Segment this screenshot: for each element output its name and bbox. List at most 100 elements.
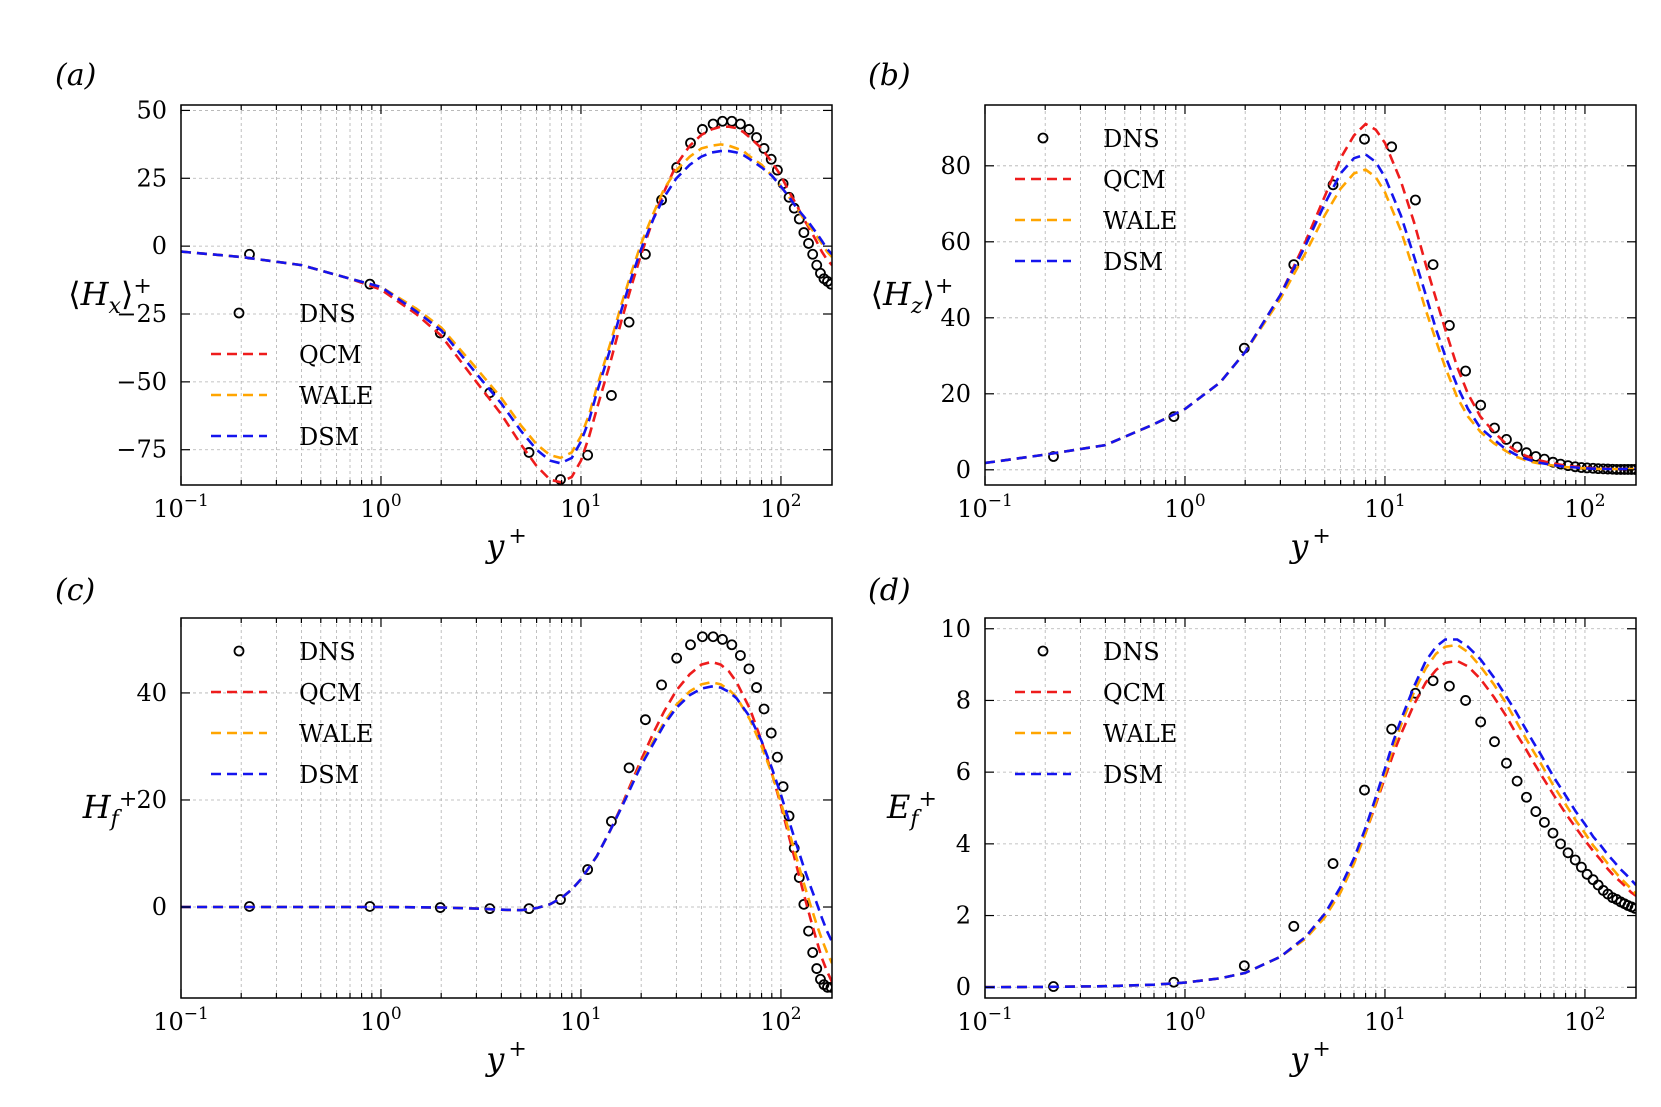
panel-b: (b) 10−1 100 101 102 0 20 40 60 80 y + ⟨Hz⟩+ DNS QCM W… [868, 58, 1637, 565]
data-point-dns [1410, 194, 1421, 206]
y-tick-label: 40 [940, 304, 971, 332]
legend-label: QCM [1103, 166, 1166, 194]
x-axis-label: y + [1288, 1037, 1331, 1078]
legend-label: DSM [299, 761, 359, 789]
x-axis-label: y + [484, 1037, 527, 1078]
y-tick-label: 0 [152, 893, 167, 921]
data-point-dns [1562, 847, 1574, 859]
plot-frame [180, 104, 833, 486]
legend-marker-dns [233, 645, 245, 657]
data-point-dns [1489, 736, 1500, 748]
legend-label: DNS [1103, 638, 1160, 666]
plot-area [985, 122, 1636, 475]
x-tick-label: 101 [560, 1004, 601, 1036]
x-tick-label: 100 [1164, 1004, 1205, 1036]
y-tick-label: 60 [940, 228, 971, 256]
legend-label: QCM [299, 679, 362, 707]
y-tick-label: 40 [136, 679, 167, 707]
grid [984, 618, 1636, 998]
legend-marker-dns [1037, 132, 1049, 144]
grid [180, 105, 832, 485]
data-point-dns [825, 278, 832, 290]
y-tick-label: −75 [116, 436, 167, 464]
data-point-dns [582, 449, 594, 461]
data-point-dns [1521, 791, 1532, 803]
data-point-dns [1511, 775, 1523, 787]
x-tick-label: 102 [760, 491, 801, 523]
y-axis-label: ⟨Hz⟩+ [871, 274, 954, 319]
data-point-dns [656, 679, 667, 691]
data-point-dns [811, 963, 823, 974]
data-point-dns [1592, 879, 1604, 891]
data-point-dns [717, 115, 728, 127]
data-point-dns [606, 815, 617, 827]
data-point-dns [751, 132, 762, 143]
data-point-dns [1581, 868, 1593, 880]
legend-label: DSM [1103, 761, 1163, 789]
x-tick-label: 102 [760, 1004, 801, 1036]
ticks [984, 618, 1636, 998]
data-point-dns [777, 781, 789, 792]
data-point-dns [735, 118, 746, 130]
data-point-dns [735, 650, 746, 661]
data-point-dns [671, 652, 683, 664]
series-line-dsm [985, 638, 1636, 989]
data-point-dns [1539, 816, 1550, 828]
data-point-dns [798, 898, 810, 910]
legend-label: QCM [299, 341, 362, 369]
x-tick-label: 10−1 [153, 1004, 209, 1036]
series-line-qcm [181, 660, 832, 983]
grid [180, 618, 832, 998]
ticks [180, 618, 832, 998]
data-point-dns [1629, 902, 1636, 914]
data-point-dns [623, 316, 635, 328]
panel-label: (c) [55, 573, 95, 608]
y-axis-label: Hf+ [82, 787, 138, 832]
data-point-dns [825, 981, 832, 993]
data-point-dns [555, 474, 566, 485]
data-point-dns [697, 124, 708, 135]
y-tick-label: 20 [136, 786, 167, 814]
series-line-wale [985, 168, 1636, 471]
legend-label: QCM [1103, 679, 1166, 707]
data-point-dns [606, 390, 617, 401]
data-point-dns [758, 143, 770, 154]
x-tick-label: 101 [560, 491, 601, 523]
panel-label: (d) [868, 573, 911, 608]
data-point-dns [807, 248, 819, 260]
x-tick-label: 10−1 [957, 1004, 1013, 1036]
data-point-dns [1386, 141, 1398, 153]
x-axis-label: y + [1288, 524, 1331, 565]
data-point-dns [743, 663, 755, 675]
y-tick-label: −50 [116, 368, 167, 396]
x-tick-label: 101 [1364, 1004, 1405, 1036]
x-tick-label: 102 [1564, 1004, 1605, 1036]
data-point-dns [1444, 680, 1455, 692]
data-point-dns [582, 864, 594, 875]
series-line-dsm [985, 152, 1636, 471]
data-point-dns [1475, 716, 1487, 728]
y-tick-label: 6 [956, 758, 971, 786]
data-point-dns [1587, 874, 1599, 886]
plot-frame [984, 617, 1637, 999]
panel-label: (a) [55, 58, 96, 93]
data-point-dns [717, 634, 728, 645]
legend-label: WALE [1103, 720, 1177, 748]
data-point-dns [807, 947, 819, 958]
data-point-dns [798, 227, 810, 238]
x-tick-label: 102 [1564, 491, 1605, 523]
data-point-dns [815, 267, 826, 279]
data-point-dns [1460, 695, 1471, 706]
data-point-dns [1168, 411, 1180, 423]
data-point-dns [1386, 723, 1398, 735]
data-point-dns [1501, 757, 1512, 769]
data-point-dns [765, 727, 777, 739]
data-point-dns [1475, 399, 1487, 411]
series-line-wale [181, 143, 832, 460]
legend-label: DSM [299, 423, 359, 451]
y-tick-label: 0 [956, 456, 971, 484]
data-point-dns [1327, 179, 1339, 191]
data-point-dns [1555, 838, 1566, 850]
data-point-dns [1359, 784, 1370, 796]
